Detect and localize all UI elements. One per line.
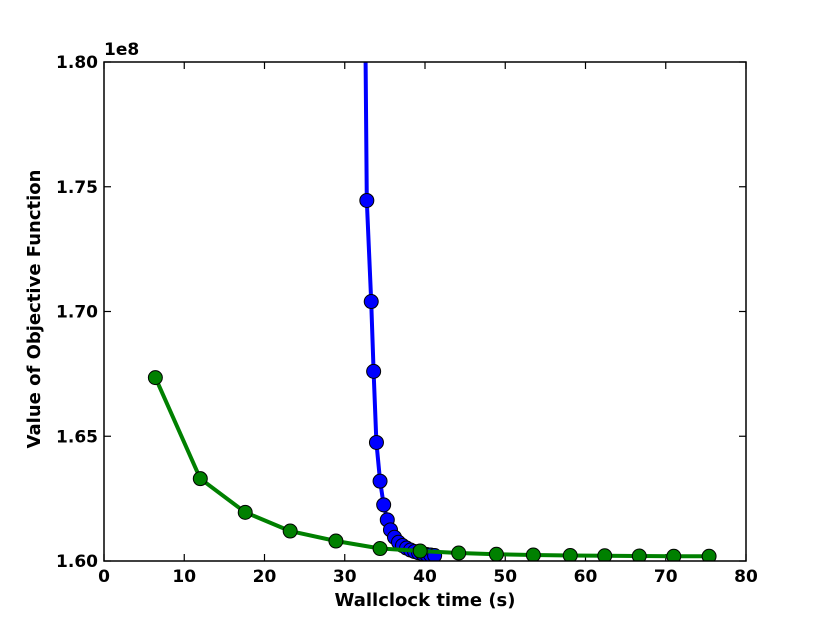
y-tick-label: 1.75 xyxy=(56,178,98,198)
series-2-point xyxy=(597,548,613,561)
series-2-point xyxy=(488,546,504,561)
series-1-point xyxy=(366,363,382,379)
x-tick-label: 50 xyxy=(493,567,517,587)
x-tick-label: 0 xyxy=(98,567,110,587)
series-1-point xyxy=(368,434,384,450)
series-1-point xyxy=(372,473,388,489)
series-1-point xyxy=(363,294,379,310)
x-tick-label: 80 xyxy=(734,567,758,587)
series-2-point xyxy=(237,504,253,520)
series-2-point xyxy=(525,547,541,561)
x-tick-label: 70 xyxy=(654,567,678,587)
x-tick-label: 60 xyxy=(574,567,598,587)
x-tick-label: 30 xyxy=(333,567,357,587)
tick-layer: 0 10 20 30 40 50 60 70 80 1.60 1.65 1.70 1.75 1.80 xyxy=(56,53,758,587)
series-2-point xyxy=(666,548,682,561)
series-2-point xyxy=(192,471,208,487)
y-offset-label: 1e8 xyxy=(104,40,139,60)
series-2-point xyxy=(412,543,428,559)
series-2-point xyxy=(372,541,388,557)
series-2-point xyxy=(562,548,578,561)
x-axis-label: Wallclock time (s) xyxy=(335,590,516,611)
series-2-point xyxy=(701,548,717,561)
series-1-point xyxy=(376,497,392,513)
series-1-point xyxy=(359,192,375,208)
y-tick-label: 1.70 xyxy=(56,303,98,323)
x-tick-label: 10 xyxy=(172,567,196,587)
series-2-point xyxy=(282,523,298,539)
plot-frame xyxy=(103,61,747,562)
y-tick-label: 1.80 xyxy=(56,53,98,73)
series-2-point xyxy=(451,545,467,561)
x-tick-label: 40 xyxy=(413,567,437,587)
series-2-point xyxy=(147,370,163,386)
x-tick-label: 20 xyxy=(253,567,277,587)
series-layer xyxy=(147,62,717,561)
y-tick-label: 1.65 xyxy=(56,427,98,447)
y-tick-label: 1.60 xyxy=(56,552,98,572)
series-2-point xyxy=(631,548,647,561)
y-axis-label: Value of Objective Function xyxy=(24,170,45,449)
series-2-point xyxy=(328,533,344,549)
